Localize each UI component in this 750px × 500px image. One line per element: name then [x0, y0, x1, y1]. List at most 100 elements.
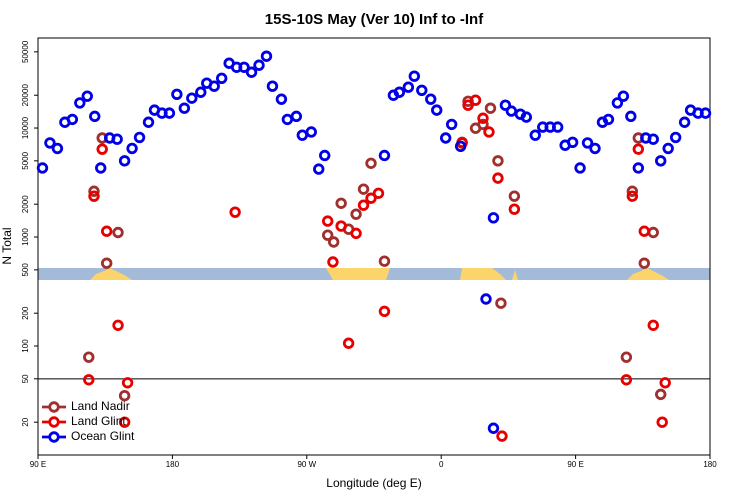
point — [581, 137, 594, 149]
point — [260, 50, 273, 62]
point — [51, 142, 64, 155]
point — [118, 390, 131, 402]
point — [477, 112, 489, 124]
point — [529, 129, 541, 141]
point — [566, 136, 579, 148]
point — [186, 92, 198, 104]
point — [322, 229, 334, 241]
point — [208, 80, 220, 92]
point — [275, 93, 288, 105]
x-tick-label: 180 — [166, 460, 180, 469]
x-tick-label: 180 — [703, 460, 717, 469]
point — [617, 90, 630, 102]
point — [305, 126, 317, 138]
point — [133, 131, 146, 144]
point — [496, 430, 508, 442]
legend-marker — [48, 401, 60, 413]
point — [439, 132, 452, 144]
series — [36, 50, 712, 434]
point — [313, 163, 325, 175]
land-shape — [512, 270, 518, 280]
point — [454, 140, 467, 152]
point — [699, 107, 712, 119]
point — [589, 142, 601, 155]
point — [126, 142, 138, 155]
point — [118, 155, 131, 167]
point — [215, 72, 228, 84]
point — [499, 99, 512, 111]
point — [647, 133, 659, 145]
point — [655, 155, 667, 167]
point — [327, 236, 340, 248]
x-tick-label: 0 — [439, 460, 444, 469]
legend-label: Land Glint — [71, 414, 126, 428]
point — [88, 190, 100, 202]
plot-frame — [37, 37, 711, 456]
y-tick-label: 20000 — [21, 84, 30, 107]
point — [66, 113, 79, 126]
point — [425, 93, 437, 105]
series — [83, 94, 671, 442]
point — [112, 226, 124, 239]
point — [638, 225, 650, 237]
point — [195, 86, 207, 98]
point — [520, 111, 533, 123]
y-tick-label: 5000 — [21, 151, 30, 169]
point — [100, 257, 113, 269]
point — [378, 255, 391, 267]
point — [484, 102, 497, 114]
point — [551, 121, 564, 133]
point — [83, 374, 95, 386]
point — [111, 133, 123, 145]
point — [445, 118, 458, 131]
point — [335, 220, 347, 232]
point — [487, 422, 500, 434]
legend-label: Land Nadir — [71, 399, 130, 413]
y-axis-label: N Total — [0, 227, 14, 264]
point — [656, 416, 668, 428]
land-shape — [627, 268, 669, 280]
x-axis-label: Longitude (deg E) — [326, 476, 421, 490]
point — [483, 126, 495, 138]
point — [625, 110, 637, 123]
point — [626, 185, 639, 197]
point — [118, 416, 131, 428]
point — [327, 256, 339, 268]
point — [142, 116, 155, 128]
point — [357, 199, 370, 211]
point — [402, 81, 415, 93]
land-shape — [460, 268, 506, 280]
point — [431, 104, 443, 116]
land-shape — [326, 268, 390, 280]
point — [626, 190, 639, 202]
x-tick-label: 90 E — [567, 460, 583, 469]
point — [408, 70, 421, 82]
point — [350, 208, 362, 220]
point — [44, 137, 56, 149]
point — [632, 162, 645, 174]
point — [602, 113, 615, 126]
point — [266, 80, 279, 92]
point — [620, 374, 633, 386]
point — [669, 131, 682, 144]
point — [508, 190, 521, 202]
point — [350, 227, 362, 240]
legend-label: Ocean Glint — [71, 429, 135, 443]
x-tick-label: 90 W — [297, 460, 316, 469]
y-tick-label: 500 — [21, 263, 30, 277]
y-tick-label: 10000 — [21, 116, 30, 139]
point — [462, 99, 474, 111]
y-tick-label: 50000 — [21, 40, 30, 63]
point — [290, 110, 303, 123]
point — [112, 319, 124, 331]
point — [638, 257, 650, 269]
point — [96, 143, 108, 155]
point — [477, 118, 489, 131]
y-tick-label: 2000 — [21, 195, 30, 213]
point — [647, 319, 659, 331]
point — [74, 97, 86, 109]
point — [492, 155, 504, 167]
point — [163, 107, 176, 119]
legend-marker — [48, 431, 60, 443]
